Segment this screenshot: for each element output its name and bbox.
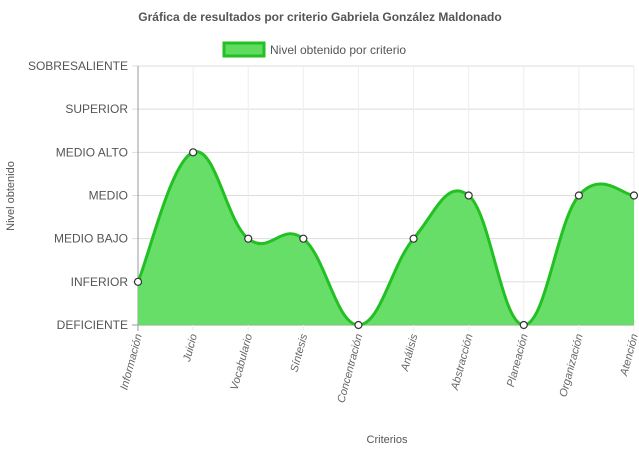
y-tick-label: MEDIO BAJO (54, 232, 128, 246)
x-tick-label: Vocabulario (229, 333, 256, 392)
x-axis-title: Criterios (367, 434, 408, 446)
legend-label: Nivel obtenido por criterio (270, 43, 406, 57)
x-tick-label: Abstracción (449, 333, 476, 393)
data-point[interactable] (133, 277, 143, 286)
series-fill (138, 151, 634, 325)
x-tick-label: Síntesis (289, 332, 311, 373)
x-tick-label: Organización (557, 333, 585, 399)
x-axis-ticks: Información Juicio Vocabulario Síntesis Conc… (118, 332, 639, 404)
data-point[interactable] (409, 234, 418, 243)
y-tick-label: MEDIO (89, 189, 128, 203)
y-axis-title: Nivel obtenido (5, 161, 17, 231)
data-point[interactable] (299, 234, 308, 243)
data-point[interactable] (354, 320, 363, 330)
x-tick-label: Análisis (399, 332, 421, 373)
chart-title: Gráfica de resultados por criterio Gabri… (138, 10, 501, 24)
series-line (136, 150, 635, 327)
data-point[interactable] (244, 234, 253, 243)
y-tick-label: MEDIO ALTO (56, 145, 128, 159)
x-tick-label: Juicio (181, 333, 200, 364)
data-point[interactable] (189, 148, 198, 157)
y-tick-label: INFERIOR (71, 275, 129, 289)
y-tick-label: DEFICIENTE (57, 318, 128, 332)
y-tick-label: SUPERIOR (65, 102, 128, 116)
data-points (133, 148, 639, 330)
legend[interactable]: Nivel obtenido por criterio (222, 41, 406, 58)
data-point[interactable] (629, 191, 639, 200)
data-point[interactable] (519, 320, 528, 330)
x-tick-label: Concentración (335, 333, 365, 405)
data-point[interactable] (574, 191, 583, 200)
legend-swatch (222, 41, 266, 58)
series-area (136, 150, 635, 327)
x-tick-label: Información (118, 333, 144, 392)
y-tick-label: SOBRESALIENTE (28, 59, 128, 73)
x-tick-label: Planeación (505, 333, 531, 389)
data-point[interactable] (464, 191, 473, 200)
x-tick-label: Atención (618, 333, 639, 378)
y-axis-ticks: DEFICIENTE INFERIOR MEDIO BAJO MEDIO MEDIO A… (28, 59, 128, 332)
